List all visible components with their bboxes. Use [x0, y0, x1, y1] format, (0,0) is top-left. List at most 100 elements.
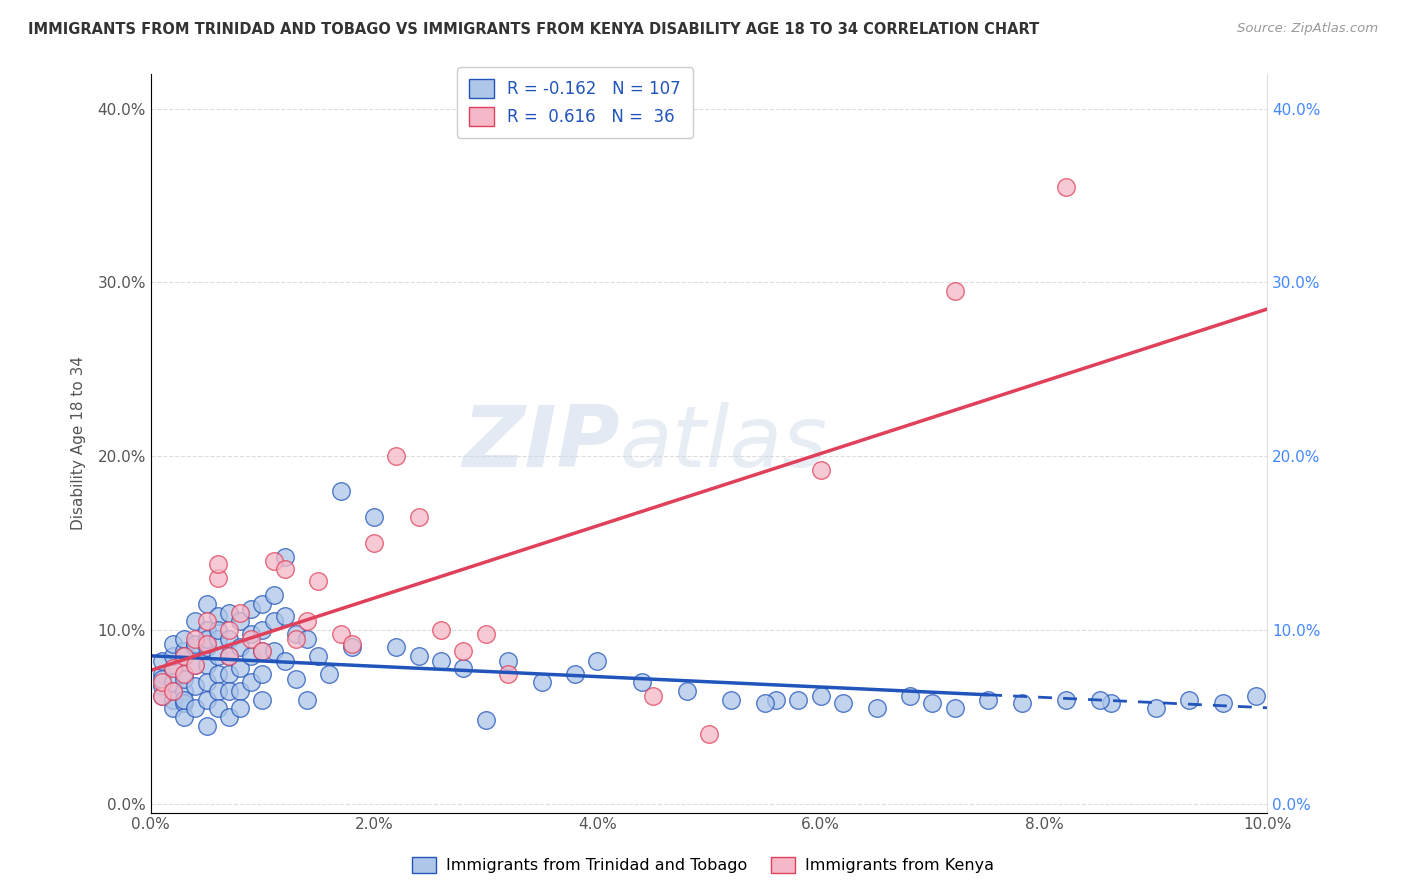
Point — [1212, 696, 1234, 710]
Point — [150, 672, 173, 686]
Point — [631, 675, 654, 690]
Point — [207, 557, 229, 571]
Point — [218, 666, 240, 681]
Point — [240, 675, 263, 690]
Point — [173, 684, 195, 698]
Y-axis label: Disability Age 18 to 34: Disability Age 18 to 34 — [72, 356, 86, 530]
Point — [921, 696, 943, 710]
Point — [496, 654, 519, 668]
Point — [408, 510, 430, 524]
Point — [173, 666, 195, 681]
Point — [184, 640, 207, 655]
Point — [162, 661, 184, 675]
Point — [1011, 696, 1033, 710]
Point — [252, 644, 274, 658]
Point — [207, 571, 229, 585]
Point — [173, 696, 195, 710]
Point — [252, 692, 274, 706]
Point — [340, 640, 363, 655]
Text: ZIP: ZIP — [463, 401, 620, 484]
Point — [218, 632, 240, 646]
Point — [173, 649, 195, 664]
Point — [943, 701, 966, 715]
Point — [184, 637, 207, 651]
Point — [1099, 696, 1122, 710]
Point — [207, 701, 229, 715]
Point — [218, 684, 240, 698]
Point — [162, 692, 184, 706]
Point — [295, 692, 318, 706]
Point — [564, 666, 586, 681]
Point — [229, 684, 252, 698]
Point — [150, 654, 173, 668]
Point — [496, 666, 519, 681]
Point — [385, 450, 408, 464]
Point — [284, 672, 307, 686]
Point — [385, 640, 408, 655]
Point — [252, 644, 274, 658]
Point — [284, 626, 307, 640]
Point — [207, 609, 229, 624]
Point — [787, 692, 810, 706]
Point — [263, 615, 285, 629]
Point — [184, 701, 207, 715]
Point — [1054, 692, 1077, 706]
Point — [1088, 692, 1111, 706]
Point — [474, 714, 496, 728]
Point — [675, 684, 697, 698]
Point — [408, 649, 430, 664]
Point — [273, 654, 295, 668]
Point — [586, 654, 609, 668]
Point — [263, 588, 285, 602]
Point — [430, 623, 453, 637]
Point — [329, 483, 352, 498]
Text: IMMIGRANTS FROM TRINIDAD AND TOBAGO VS IMMIGRANTS FROM KENYA DISABILITY AGE 18 T: IMMIGRANTS FROM TRINIDAD AND TOBAGO VS I… — [28, 22, 1039, 37]
Point — [1054, 180, 1077, 194]
Point — [218, 649, 240, 664]
Point — [162, 649, 184, 664]
Point — [240, 649, 263, 664]
Point — [173, 632, 195, 646]
Point — [195, 640, 218, 655]
Text: atlas: atlas — [620, 401, 828, 484]
Point — [184, 657, 207, 672]
Point — [173, 692, 195, 706]
Point — [184, 657, 207, 672]
Point — [229, 701, 252, 715]
Point — [765, 692, 787, 706]
Point — [865, 701, 887, 715]
Point — [229, 661, 252, 675]
Point — [453, 644, 475, 658]
Point — [1178, 692, 1201, 706]
Point — [1144, 701, 1167, 715]
Point — [240, 632, 263, 646]
Point — [162, 661, 184, 675]
Point — [340, 637, 363, 651]
Point — [207, 666, 229, 681]
Point — [295, 615, 318, 629]
Point — [207, 623, 229, 637]
Point — [195, 597, 218, 611]
Point — [295, 632, 318, 646]
Point — [453, 661, 475, 675]
Point — [474, 626, 496, 640]
Point — [195, 719, 218, 733]
Point — [229, 606, 252, 620]
Point — [273, 562, 295, 576]
Point — [977, 692, 1000, 706]
Point — [207, 649, 229, 664]
Point — [150, 679, 173, 693]
Point — [162, 637, 184, 651]
Point — [252, 597, 274, 611]
Point — [207, 632, 229, 646]
Point — [162, 675, 184, 690]
Point — [898, 689, 921, 703]
Point — [173, 710, 195, 724]
Point — [218, 649, 240, 664]
Point — [207, 684, 229, 698]
Point — [173, 644, 195, 658]
Point — [150, 666, 173, 681]
Point — [184, 679, 207, 693]
Point — [195, 692, 218, 706]
Point — [162, 701, 184, 715]
